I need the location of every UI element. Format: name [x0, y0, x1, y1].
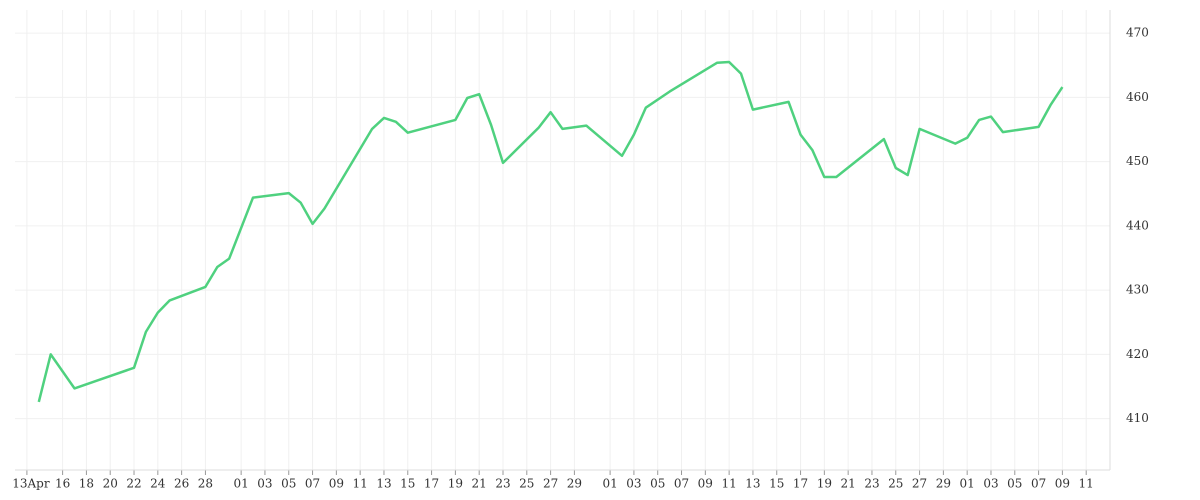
x-tick-label: 13 [376, 477, 391, 491]
x-tick-label: 15 [769, 477, 784, 491]
x-tick-label: 21 [472, 477, 487, 491]
x-tick-label: 07 [1031, 477, 1046, 491]
x-tick-label: 11 [353, 477, 368, 491]
x-tick-label: 03 [257, 477, 272, 491]
y-tick-label: 420 [1126, 347, 1149, 361]
x-tick-label: 26 [174, 477, 189, 491]
x-tick-label: 22 [126, 477, 141, 491]
x-tick-label: 03 [983, 477, 998, 491]
x-tick-label: 17 [793, 477, 808, 491]
y-tick-label: 470 [1126, 26, 1149, 40]
x-tick-label: 05 [281, 477, 296, 491]
y-tick-label: 460 [1126, 90, 1149, 104]
x-tick-label: 13 [745, 477, 760, 491]
x-tick-label: 09 [329, 477, 344, 491]
x-tick-label: 01 [234, 477, 249, 491]
x-tick-label: 24 [150, 477, 166, 491]
x-tick-label: 05 [650, 477, 665, 491]
x-tick-label: 25 [519, 477, 534, 491]
x-tick-label: 07 [674, 477, 689, 491]
x-tick-label: 09 [698, 477, 713, 491]
y-tick-label: 410 [1126, 411, 1149, 425]
x-tick-label: 21 [841, 477, 856, 491]
x-tick-label: 19 [817, 477, 832, 491]
x-tick-label: 11 [721, 477, 736, 491]
y-tick-label: 450 [1126, 154, 1149, 168]
x-tick-label: 27 [912, 477, 927, 491]
x-tick-label: 16 [55, 477, 70, 491]
x-tick-label: 17 [424, 477, 439, 491]
x-tick-label: 29 [936, 477, 951, 491]
x-tick-label: 29 [567, 477, 582, 491]
x-tick-label: 01 [602, 477, 617, 491]
x-tick-label: 20 [103, 477, 118, 491]
x-tick-label: 15 [400, 477, 415, 491]
price-line [37, 60, 1064, 403]
x-tick-label: 07 [305, 477, 320, 491]
x-tick-label: 28 [198, 477, 213, 491]
x-tick-label: 09 [1055, 477, 1070, 491]
y-tick-label: 440 [1126, 218, 1149, 232]
x-tick-label: 27 [543, 477, 558, 491]
x-tick-label: 19 [448, 477, 463, 491]
x-tick-label: 13Apr [12, 477, 50, 491]
x-tick-label: 11 [1079, 477, 1094, 491]
x-tick-label: 23 [864, 477, 879, 491]
x-tick-label: 01 [960, 477, 975, 491]
x-tick-label: 05 [1007, 477, 1022, 491]
x-tick-label: 25 [888, 477, 903, 491]
x-tick-label: 23 [495, 477, 510, 491]
x-tick-label: 03 [626, 477, 641, 491]
y-tick-label: 430 [1126, 283, 1149, 297]
x-tick-label: 18 [79, 477, 94, 491]
